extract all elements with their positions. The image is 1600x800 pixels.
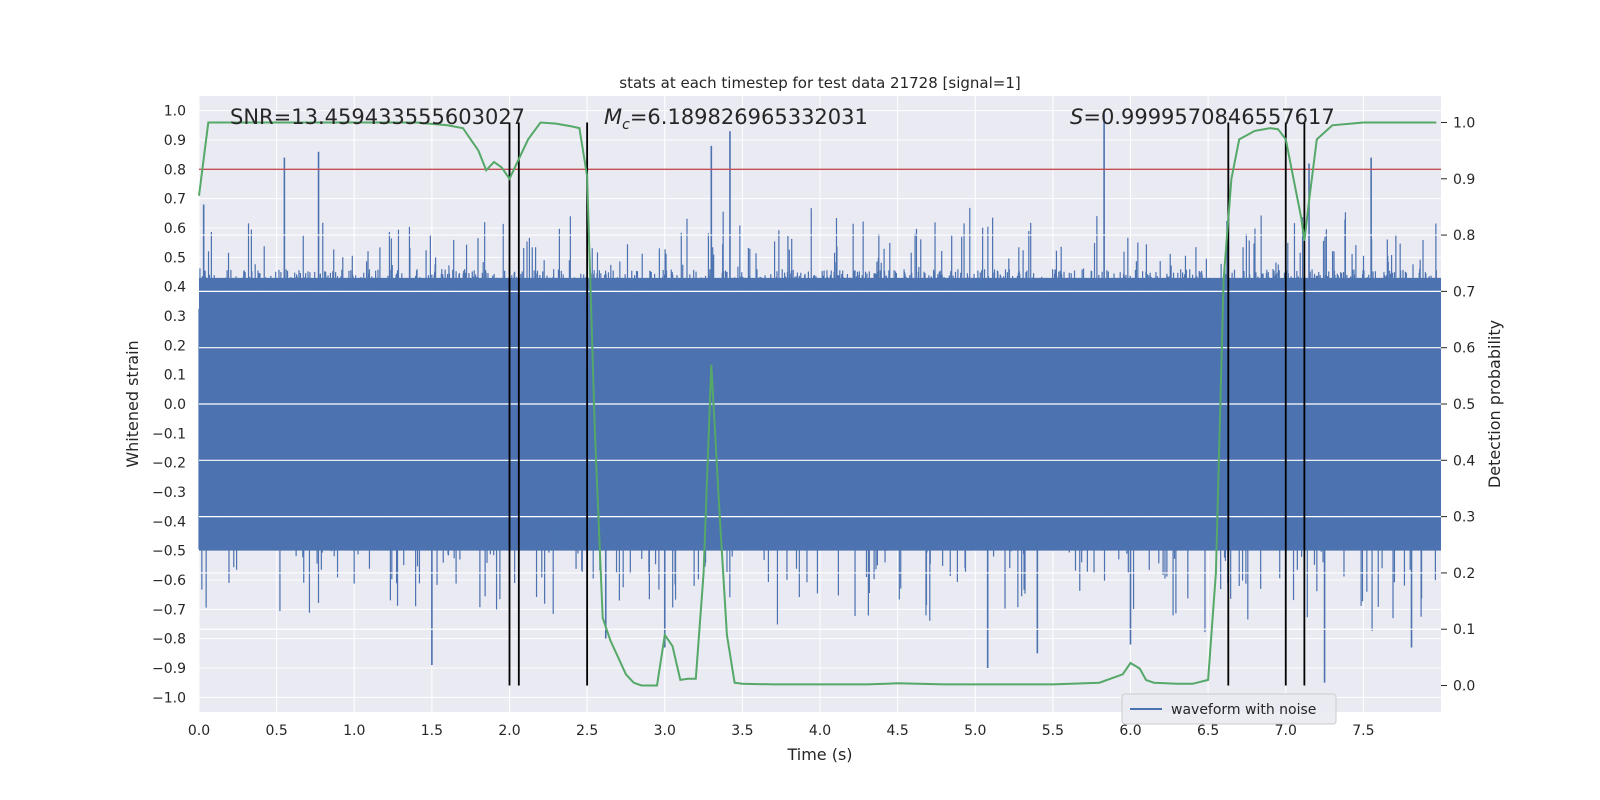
legend: waveform with noise: [1121, 693, 1337, 725]
x-tick-label: 0.5: [265, 723, 287, 739]
y2-tick-label: 0.1: [1453, 622, 1475, 638]
y-tick-label: 0.3: [164, 309, 186, 325]
waveform-series: [198, 113, 1441, 683]
y-tick-label: −0.7: [152, 602, 186, 618]
mc-annotation: Mc=6.189826965332031: [604, 105, 868, 133]
y2-tick-label: 0.0: [1453, 679, 1475, 695]
x-tick-label: 6.0: [1119, 723, 1141, 739]
mc-subscript: c: [622, 117, 630, 133]
x-tick-label: 4.5: [886, 723, 908, 739]
probability-series: [198, 121, 1437, 687]
chart-title: stats at each timestep for test data 217…: [619, 74, 1020, 92]
y2-tick-label: 0.4: [1453, 453, 1475, 469]
legend-label: waveform with noise: [1171, 702, 1316, 718]
snr-annotation: SNR=13.459433555603027: [230, 105, 525, 129]
y-tick-label: −0.9: [152, 661, 186, 677]
y-tick-label: −0.3: [152, 485, 186, 501]
x-tick-label: 2.0: [498, 723, 520, 739]
mc-value: =6.189826965332031: [630, 105, 868, 129]
y-tick-label: 0.7: [164, 192, 186, 208]
y-tick-label: 0.5: [164, 250, 186, 266]
x-tick-label: 0.0: [188, 723, 210, 739]
legend-box: [1121, 693, 1337, 725]
y-tick-label: −0.6: [152, 573, 186, 589]
y-tick-label: −0.5: [152, 544, 186, 560]
x-tick-label: 7.5: [1352, 723, 1374, 739]
y2-axis-label: Detection probability: [1485, 320, 1504, 488]
x-tick-label: 6.5: [1197, 723, 1219, 739]
s-symbol: S: [1070, 105, 1083, 129]
x-tick-label: 5.0: [964, 723, 986, 739]
axis-ticks: 0.0 0.5 1.0 1.5 2.0 2.5 3.0 3.5 4.0 4.5 5.0 5.5 6.0 6…: [152, 104, 1475, 739]
x-tick-label: 3.5: [731, 723, 753, 739]
y-tick-label: −0.1: [152, 426, 186, 442]
y-tick-label: 0.4: [164, 280, 186, 296]
y-tick-label: 0.9: [164, 133, 186, 149]
y-tick-label: −0.4: [152, 514, 186, 530]
x-tick-label: 2.5: [576, 723, 598, 739]
y2-tick-label: 0.7: [1453, 284, 1475, 300]
y-axis-label: Whitened strain: [123, 340, 142, 467]
y-tick-label: 0.0: [164, 397, 186, 413]
s-value: =0.9999570846557617: [1083, 105, 1334, 129]
x-tick-label: 1.5: [421, 723, 443, 739]
s-annotation: S=0.9999570846557617: [1070, 105, 1335, 129]
y2-tick-label: 0.3: [1453, 510, 1475, 526]
x-axis-label: Time (s): [786, 745, 852, 764]
y2-tick-label: 0.6: [1453, 341, 1475, 357]
y-tick-label: 0.1: [164, 368, 186, 384]
x-tick-label: 1.0: [343, 723, 365, 739]
y-tick-label: 1.0: [164, 104, 186, 120]
x-tick-label: 4.0: [809, 723, 831, 739]
y-tick-label: 0.6: [164, 221, 186, 237]
y2-tick-label: 0.2: [1453, 566, 1475, 582]
waveform-trace: [198, 207, 1437, 633]
x-tick-label: 5.5: [1042, 723, 1064, 739]
y2-tick-label: 0.8: [1453, 228, 1475, 244]
y2-tick-label: 1.0: [1453, 115, 1475, 131]
y-tick-label: −1.0: [152, 690, 186, 706]
y-tick-label: 0.8: [164, 162, 186, 178]
x-tick-label: 7.0: [1275, 723, 1297, 739]
y2-tick-label: 0.9: [1453, 172, 1475, 188]
probability-line: [198, 121, 1437, 687]
y-tick-label: 0.2: [164, 338, 186, 354]
y-tick-label: −0.8: [152, 632, 186, 648]
mc-symbol: M: [604, 105, 622, 129]
y-tick-label: −0.2: [152, 456, 186, 472]
x-tick-label: 3.0: [654, 723, 676, 739]
vertical-markers: [508, 122, 1306, 686]
y2-tick-label: 0.5: [1453, 397, 1475, 413]
overlay-grid: [199, 234, 1441, 630]
